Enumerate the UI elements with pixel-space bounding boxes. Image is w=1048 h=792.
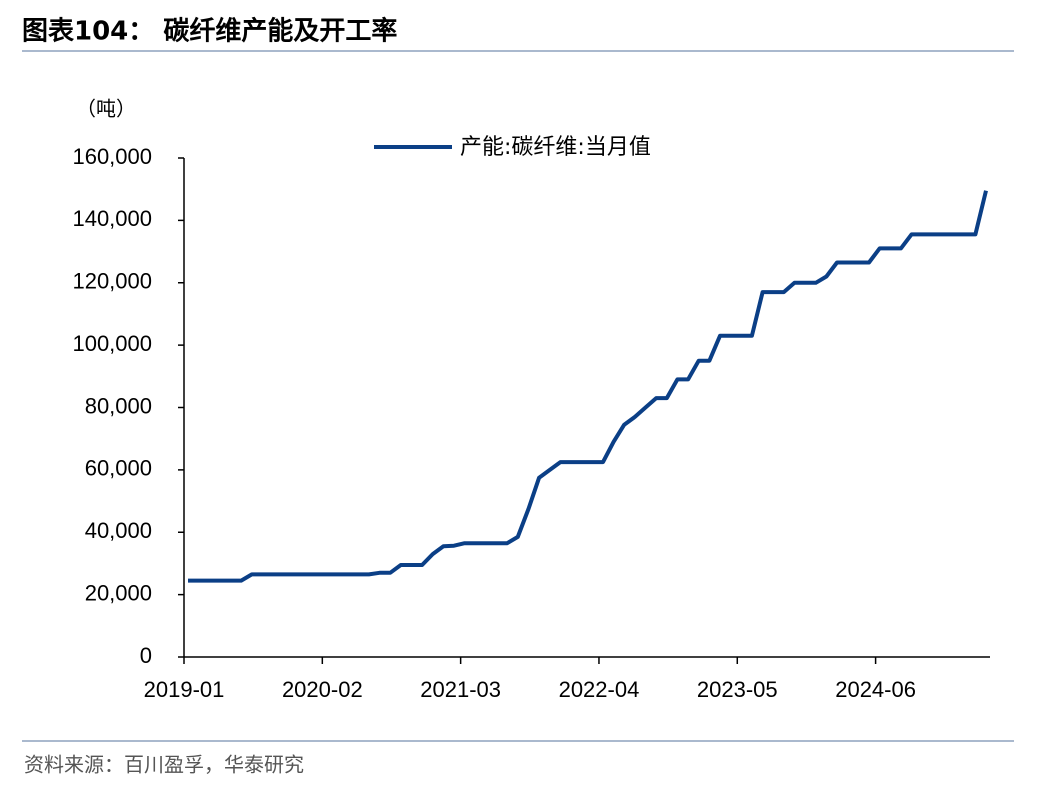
- x-tick-label: 2023-05: [697, 677, 778, 702]
- legend-label: 产能:碳纤维:当月值: [460, 135, 651, 160]
- x-tick-label: 2024-06: [835, 677, 916, 702]
- chart-title: 图表104： 碳纤维产能及开工率: [22, 16, 397, 47]
- y-tick-label: 80,000: [85, 393, 152, 418]
- y-tick-label: 160,000: [72, 144, 152, 169]
- x-tick-label: 2020-02: [282, 677, 363, 702]
- x-tick-label: 2019-01: [144, 677, 225, 702]
- x-tick-label: 2022-04: [559, 677, 640, 702]
- source-note: 资料来源：百川盈孚，华泰研究: [24, 753, 304, 777]
- y-tick-label: 100,000: [72, 331, 152, 356]
- y-tick-label: 140,000: [72, 206, 152, 231]
- y-tick-label: 0: [140, 643, 152, 668]
- y-tick-label: 40,000: [85, 518, 152, 543]
- data-line: [188, 190, 988, 583]
- y-tick-label: 20,000: [85, 580, 152, 605]
- x-tick-label: 2021-03: [420, 677, 501, 702]
- y-tick-label: 120,000: [72, 269, 152, 294]
- y-tick-label: 60,000: [85, 456, 152, 481]
- y-axis-label: （吨）: [76, 97, 136, 121]
